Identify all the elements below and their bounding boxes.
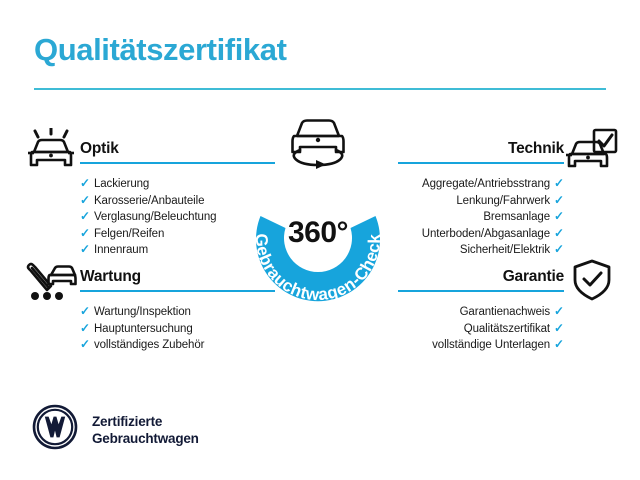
section-divider-wartung bbox=[80, 290, 275, 292]
section-divider-optik bbox=[80, 162, 275, 164]
checklist-optik: ✓ Lackierung ✓ Karosserie/Anbauteile ✓ Verg… bbox=[80, 176, 275, 259]
badge-center-label: 360° bbox=[287, 216, 349, 249]
section-divider-garantie bbox=[398, 290, 564, 292]
list-item-label: Sicherheit/Elektrik bbox=[459, 244, 551, 257]
page-title: Qualitätszertifikat bbox=[34, 32, 287, 67]
title-divider bbox=[34, 88, 606, 90]
list-item: Unterboden/Abgasanlage ✓ bbox=[398, 226, 564, 243]
list-item: vollständige Unterlagen ✓ bbox=[398, 337, 564, 354]
list-item-label: Hauptuntersuchung bbox=[93, 322, 193, 335]
check-icon: ✓ bbox=[80, 320, 90, 335]
list-item-label: Bremsanlage bbox=[483, 211, 551, 224]
check-icon: ✓ bbox=[80, 225, 90, 240]
list-item-label: Lackierung bbox=[93, 178, 150, 190]
section-technik: Technik Aggregate/Antriebsstrang ✓ Lenkun… bbox=[398, 140, 564, 259]
check-icon: ✓ bbox=[80, 176, 90, 190]
list-item-label: Felgen/Reifen bbox=[93, 227, 165, 240]
list-item-label: Aggregate/Antriebsstrang bbox=[422, 178, 551, 190]
list-item-label: vollständiges Zubehör bbox=[93, 339, 205, 352]
list-item-label: Lenkung/Fahrwerk bbox=[456, 194, 551, 207]
brand-line-2: Gebrauchtwagen bbox=[92, 430, 199, 446]
check-icon: ✓ bbox=[554, 176, 564, 190]
list-item: ✓ Felgen/Reifen bbox=[80, 226, 275, 243]
check-icon: ✓ bbox=[554, 192, 564, 207]
car-rotate-360-icon bbox=[280, 112, 356, 179]
list-item-label: Innenraum bbox=[93, 244, 149, 257]
list-item: ✓ Hauptuntersuchung bbox=[80, 321, 275, 338]
section-optik: Optik ✓ Lackierung ✓ Karosserie/Anbauteile… bbox=[80, 140, 275, 259]
list-item: Aggregate/Antriebsstrang ✓ bbox=[398, 176, 564, 193]
section-title-garantie: Garantie bbox=[502, 268, 564, 285]
car-checkbox-icon bbox=[566, 128, 618, 179]
list-item: ✓ Innenraum bbox=[80, 242, 275, 259]
list-item-label: vollständige Unterlagen bbox=[432, 339, 551, 352]
list-item: Qualitätszertifikat ✓ bbox=[398, 321, 564, 338]
check-icon: ✓ bbox=[554, 337, 564, 352]
section-title-technik: Technik bbox=[507, 140, 564, 157]
check-icon: ✓ bbox=[554, 320, 564, 335]
list-item: Sicherheit/Elektrik ✓ bbox=[398, 242, 564, 259]
section-divider-technik bbox=[398, 162, 564, 164]
list-item-label: Wartung/Inspektion bbox=[93, 306, 191, 318]
check-icon: ✓ bbox=[554, 209, 564, 224]
section-title-optik: Optik bbox=[80, 140, 119, 157]
check-icon: ✓ bbox=[80, 242, 90, 257]
vw-roundel-logo bbox=[32, 404, 78, 455]
check-icon: ✓ bbox=[80, 209, 90, 224]
list-item-label: Unterboden/Abgasanlage bbox=[421, 227, 551, 240]
checklist-technik: Aggregate/Antriebsstrang ✓ Lenkung/Fahrwe… bbox=[398, 176, 564, 259]
list-item-label: Verglasung/Beleuchtung bbox=[93, 211, 217, 224]
check-icon: ✓ bbox=[554, 242, 564, 257]
list-item-label: Qualitätszertifikat bbox=[463, 322, 551, 335]
list-item: ✓ Karosserie/Anbauteile bbox=[80, 193, 275, 210]
check-icon: ✓ bbox=[554, 304, 564, 318]
check-icon: ✓ bbox=[554, 225, 564, 240]
section-wartung: Wartung ✓ Wartung/Inspektion ✓ Hauptunters… bbox=[80, 268, 275, 354]
list-item: Garantienachweis ✓ bbox=[398, 304, 565, 321]
badge-360-gebrauchtwagen-check: Gebrauchtwagen-Check 360° bbox=[238, 112, 398, 312]
section-garantie: Garantie Garantienachweis ✓ Qualitätszert… bbox=[398, 268, 564, 354]
list-item: Lenkung/Fahrwerk ✓ bbox=[398, 193, 564, 210]
list-item: ✓ Lackierung bbox=[80, 176, 275, 193]
checklist-wartung: ✓ Wartung/Inspektion ✓ Hauptuntersuchung ✓… bbox=[80, 304, 275, 354]
list-item: ✓ vollständiges Zubehör bbox=[80, 337, 275, 354]
section-title-wartung: Wartung bbox=[80, 268, 141, 285]
footer-brand: Zertifizierte Gebrauchtwagen bbox=[32, 404, 199, 455]
car-service-wrench-icon bbox=[24, 258, 78, 309]
list-item: ✓ Wartung/Inspektion bbox=[80, 304, 275, 321]
ring-graphic: Gebrauchtwagen-Check bbox=[252, 216, 384, 304]
brand-line-1: Zertifizierte bbox=[92, 413, 163, 429]
check-icon: ✓ bbox=[80, 304, 90, 318]
list-item: ✓ Verglasung/Beleuchtung bbox=[80, 209, 275, 226]
brand-text: Zertifizierte Gebrauchtwagen bbox=[92, 413, 199, 447]
checklist-garantie: Garantienachweis ✓ Qualitätszertifikat ✓ v… bbox=[398, 304, 564, 354]
list-item-label: Karosserie/Anbauteile bbox=[93, 194, 205, 207]
list-item: Bremsanlage ✓ bbox=[398, 209, 564, 226]
check-icon: ✓ bbox=[80, 192, 90, 207]
list-item-label: Garantienachweis bbox=[459, 306, 551, 318]
check-icon: ✓ bbox=[80, 337, 90, 352]
shield-check-icon bbox=[570, 258, 614, 309]
car-shine-icon bbox=[24, 126, 78, 179]
